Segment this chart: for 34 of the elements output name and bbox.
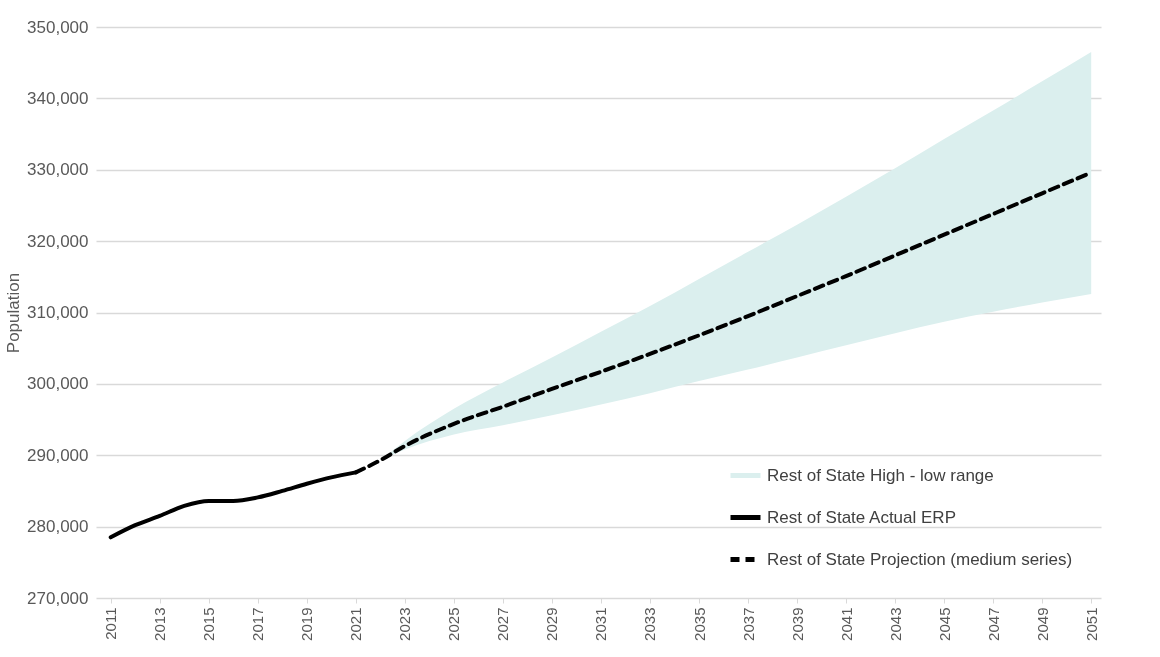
x-tick-label: 2047 xyxy=(984,607,1002,641)
y-tick-label: 340,000 xyxy=(27,88,89,108)
y-axis-title: Population xyxy=(4,272,24,354)
x-tick-label: 2045 xyxy=(935,607,953,641)
x-tick-label: 2025 xyxy=(445,607,463,641)
y-tick-label: 350,000 xyxy=(27,17,89,37)
y-tick-label: 270,000 xyxy=(27,588,89,608)
x-tick-label: 2043 xyxy=(886,607,904,641)
x-tick-label: 2035 xyxy=(690,607,708,641)
x-tick-label: 2049 xyxy=(1033,607,1051,641)
x-tick-label: 2015 xyxy=(200,607,218,641)
y-tick-label: 330,000 xyxy=(27,160,89,180)
x-tick-label: 2031 xyxy=(592,607,610,641)
y-tick-label: 300,000 xyxy=(27,374,89,394)
legend-label: Rest of State High - low range xyxy=(767,465,994,485)
x-tick-label: 2033 xyxy=(641,607,659,641)
x-tick-label: 2051 xyxy=(1082,607,1100,641)
x-tick-label: 2013 xyxy=(151,607,169,641)
x-tick-label: 2017 xyxy=(249,607,267,641)
legend-label: Rest of State Projection (medium series) xyxy=(767,549,1073,569)
x-tick-label: 2023 xyxy=(396,607,414,641)
legend-label: Rest of State Actual ERP xyxy=(767,507,956,527)
x-tick-label: 2037 xyxy=(739,607,757,641)
x-tick-label: 2011 xyxy=(102,607,120,640)
x-tick-label: 2021 xyxy=(347,607,365,641)
x-tick-label: 2041 xyxy=(837,607,855,641)
x-tick-label: 2029 xyxy=(543,607,561,641)
y-tick-label: 310,000 xyxy=(27,303,89,322)
x-tick-label: 2019 xyxy=(298,607,316,641)
x-tick-label: 2027 xyxy=(494,607,512,641)
y-tick-label: 320,000 xyxy=(27,231,89,251)
x-tick-label: 2039 xyxy=(788,607,806,641)
y-tick-label: 280,000 xyxy=(27,517,89,537)
y-tick-label: 290,000 xyxy=(27,445,89,465)
